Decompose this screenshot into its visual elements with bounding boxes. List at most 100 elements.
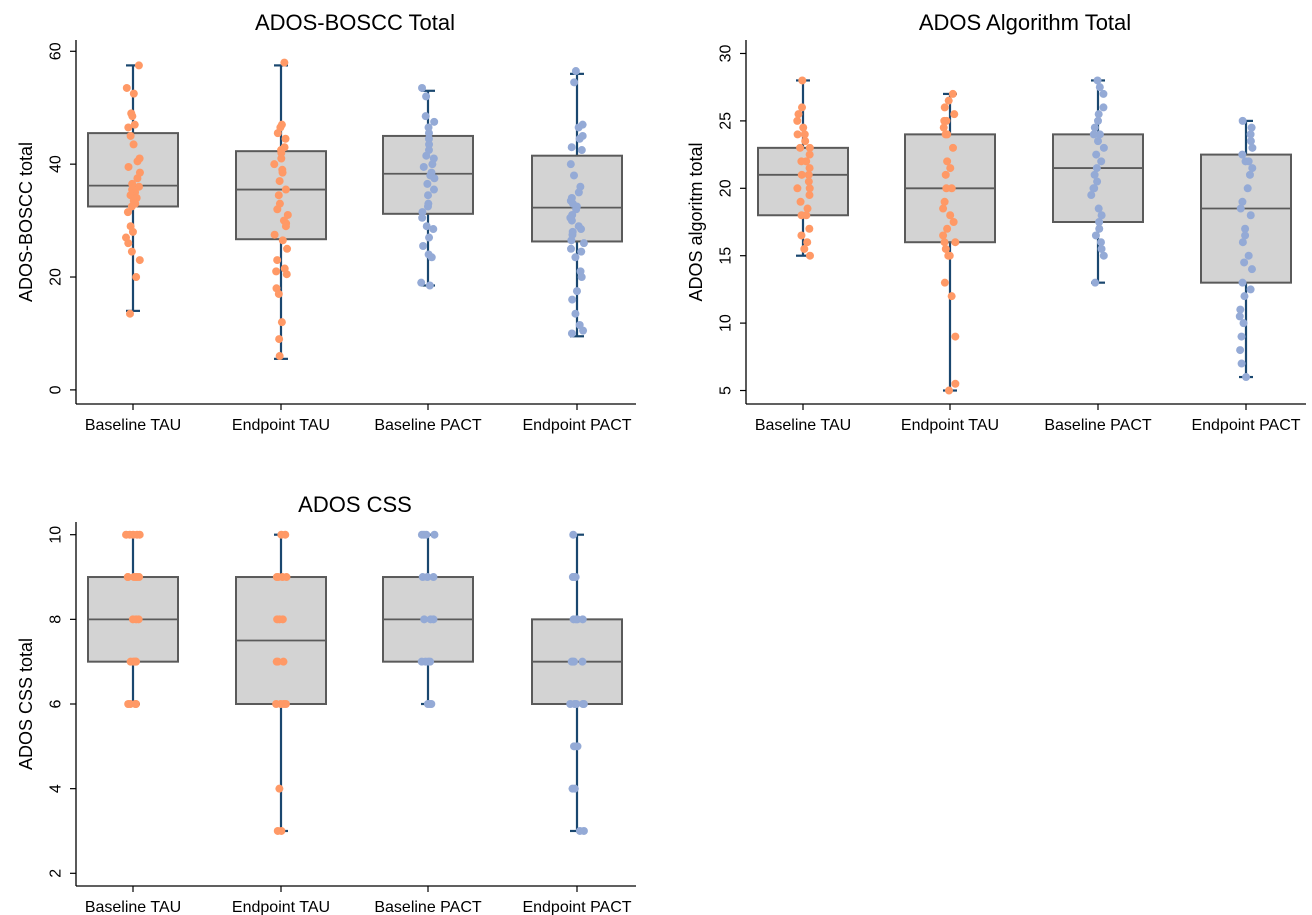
y-tick-label: 60 <box>48 42 65 60</box>
data-point <box>283 210 292 219</box>
chart-panel-2: ADOS Algorithm Total 5 10 15 20 25 30 ADOS algo… <box>686 10 1306 434</box>
data-point <box>430 530 439 539</box>
data-point <box>272 700 281 708</box>
y-tick-label: 2 <box>48 869 65 878</box>
data-point <box>1095 130 1104 139</box>
data-point <box>1237 332 1246 341</box>
data-point <box>418 208 427 217</box>
data-point <box>951 379 960 388</box>
box-group-3 <box>382 530 474 708</box>
data-point <box>570 171 579 180</box>
data-point <box>417 530 426 539</box>
box-group-2 <box>904 89 996 395</box>
data-point <box>805 164 814 173</box>
data-point <box>940 238 949 247</box>
data-point <box>804 170 813 179</box>
y-axis-label: ADOS CSS total <box>16 638 36 770</box>
data-point <box>277 154 286 163</box>
data-point <box>281 530 290 539</box>
data-point <box>270 230 279 239</box>
data-point <box>574 188 583 197</box>
data-point <box>796 197 805 206</box>
data-point <box>270 160 279 169</box>
data-point <box>567 216 576 225</box>
y-tick-label: 20 <box>718 179 735 197</box>
y-axis-label: ADOS-BOSCC total <box>16 142 36 302</box>
data-point <box>943 157 952 166</box>
data-point <box>129 140 138 149</box>
data-point <box>805 150 814 159</box>
data-point <box>946 164 955 173</box>
chart-panel-3: ADOS CSS 2 4 6 8 10 ADOS CSS total Baseline TAU… <box>16 492 636 915</box>
data-point <box>274 191 283 200</box>
data-point <box>275 335 284 344</box>
data-point <box>124 239 133 248</box>
data-point <box>1245 170 1254 179</box>
box-group-2 <box>235 530 327 835</box>
data-point <box>422 222 431 231</box>
data-point <box>805 184 814 193</box>
data-point <box>1099 143 1108 152</box>
data-point <box>1093 76 1102 85</box>
data-point <box>274 289 283 298</box>
data-point <box>939 204 948 213</box>
data-point <box>1235 312 1244 321</box>
data-point <box>134 61 143 70</box>
data-point <box>132 273 141 282</box>
data-point <box>282 573 291 582</box>
x-tick-label: Baseline PACT <box>374 899 482 915</box>
data-point <box>133 174 142 183</box>
data-point <box>578 700 587 708</box>
data-point <box>124 123 133 132</box>
data-point <box>1094 116 1103 125</box>
data-point <box>124 162 133 171</box>
data-point <box>272 657 281 666</box>
data-point <box>794 110 803 119</box>
data-point <box>1241 224 1250 233</box>
data-point <box>951 332 960 341</box>
data-point <box>1248 164 1257 173</box>
data-point <box>572 287 581 296</box>
data-point <box>577 273 586 282</box>
data-point <box>1238 238 1247 247</box>
data-point <box>275 352 284 361</box>
data-point <box>429 573 438 582</box>
data-point <box>420 615 429 624</box>
data-point <box>124 700 133 708</box>
y-axis-label: ADOS algoritm total <box>686 142 706 301</box>
data-point <box>570 784 579 793</box>
data-point <box>1238 197 1247 206</box>
data-point <box>570 78 579 87</box>
data-point <box>569 573 578 582</box>
data-point <box>1095 224 1104 233</box>
data-point <box>1241 157 1250 166</box>
data-point <box>793 130 802 139</box>
data-point <box>279 657 288 666</box>
data-point <box>135 256 144 265</box>
data-point <box>803 238 812 247</box>
data-point <box>125 309 134 318</box>
data-point <box>122 83 131 92</box>
data-point <box>1090 123 1099 132</box>
y-tick-label: 10 <box>48 526 65 544</box>
data-point <box>129 573 138 582</box>
data-point <box>793 184 802 193</box>
data-point <box>943 224 952 233</box>
chart-title: ADOS CSS <box>298 492 412 517</box>
data-point <box>1237 359 1246 368</box>
y-tick-label: 10 <box>718 314 735 332</box>
data-point <box>123 573 132 582</box>
data-point <box>123 208 132 217</box>
data-point <box>567 657 576 666</box>
data-point <box>578 657 587 666</box>
data-point <box>134 182 143 191</box>
data-point <box>796 143 805 152</box>
box-group-1 <box>87 530 179 708</box>
data-point <box>577 247 586 256</box>
data-point <box>424 191 433 200</box>
data-point <box>130 120 139 129</box>
data-point <box>425 281 434 290</box>
data-point <box>1097 157 1106 166</box>
data-point <box>1246 211 1255 220</box>
data-point <box>805 251 814 260</box>
